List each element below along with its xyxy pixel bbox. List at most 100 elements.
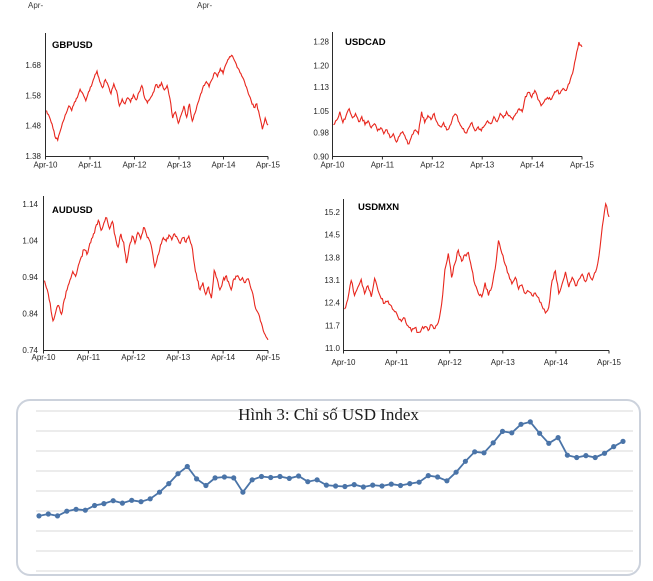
usd-index-marker: [45, 511, 51, 517]
y-tick-label: 13.1: [324, 276, 340, 285]
usd-index-marker: [527, 419, 533, 425]
usd-index-marker: [286, 475, 292, 481]
usd-index-chart-title: Hình 3: Chỉ số USD Index: [238, 405, 419, 424]
fx-chart-audusd: Apr-10 Apr-11 Apr-12 Apr-13 Apr-14 Apr-15 1.14…: [22, 196, 281, 362]
y-tick-label: 1.20: [313, 62, 329, 71]
usd-index-marker: [407, 481, 413, 487]
x-tick-label: Apr-10: [33, 161, 58, 170]
usd-index-marker: [166, 481, 172, 487]
usd-index-marker: [416, 479, 422, 485]
x-tick-label: Apr-11: [385, 358, 409, 367]
fx-chart-title: AUDUSD: [52, 205, 93, 216]
axis-lines: [332, 32, 582, 157]
usd-index-marker: [555, 435, 561, 441]
usd-index-marker: [481, 450, 487, 456]
usd-index-marker: [462, 458, 468, 464]
axis-lines: [343, 199, 609, 351]
usd-index-marker: [138, 499, 144, 505]
usd-index-marker: [592, 454, 598, 461]
usd-index-marker: [221, 474, 227, 480]
usd-index-marker: [499, 428, 506, 434]
usd-index-chart: [36, 410, 633, 572]
usd-index-marker: [370, 482, 376, 488]
usd-index-marker: [323, 482, 329, 488]
usd-index-marker: [546, 440, 552, 446]
y-tick-label: 1.14: [22, 200, 38, 209]
y-tick-label: 1.04: [22, 237, 38, 246]
usd-index-marker: [110, 498, 116, 504]
usd-index-marker: [472, 449, 478, 455]
x-tick-label: Apr-11: [77, 353, 101, 362]
usd-index-marker: [82, 507, 88, 513]
x-tick-label: Apr-10: [331, 358, 356, 367]
x-tick-label: Apr-10: [31, 353, 56, 362]
usd-index-marker: [92, 502, 98, 509]
usd-index-marker: [119, 500, 125, 506]
usd-index-marker: [351, 482, 357, 488]
usd-index-marker: [314, 477, 320, 483]
x-tick-label: Apr-11: [371, 161, 395, 170]
y-tick-label: 15.2: [324, 208, 340, 217]
x-tick-label: Apr-14: [211, 161, 236, 170]
x-tick-label: Apr-14: [211, 353, 236, 362]
usd-index-marker: [36, 513, 42, 519]
usd-index-marker: [601, 450, 608, 456]
cropped-axis-fragment: Apr-: [28, 1, 44, 10]
y-tick-label: 1.68: [25, 61, 41, 70]
fx-line-audusd: [43, 216, 269, 341]
usd-index-marker: [194, 476, 200, 482]
x-tick-label: Apr-13: [166, 353, 191, 362]
usd-index-marker: [54, 513, 61, 519]
x-tick-label: Apr-13: [470, 161, 495, 170]
x-tick-label: Apr-12: [121, 353, 146, 362]
usd-index-marker: [305, 479, 311, 485]
cropped-axis-fragment: Apr-: [197, 1, 213, 10]
y-tick-label: 13.8: [324, 253, 340, 262]
usd-index-marker: [156, 489, 163, 495]
y-tick-label: 11.0: [325, 344, 341, 353]
y-tick-label: 1.48: [25, 122, 41, 131]
usd-index-marker: [147, 496, 153, 502]
usd-index-marker: [564, 452, 571, 458]
usd-index-marker: [425, 473, 431, 479]
usd-index-marker: [249, 477, 255, 483]
y-tick-label: 0.98: [313, 128, 329, 137]
usd-index-marker: [73, 506, 79, 512]
usd-index-marker: [583, 453, 589, 459]
fx-chart-title: GBPUSD: [52, 40, 93, 51]
usd-index-marker: [101, 501, 107, 507]
y-tick-label: 1.05: [313, 107, 329, 116]
usd-index-marker: [240, 489, 246, 495]
fx-chart-usdcad: Apr-10 Apr-11 Apr-12 Apr-13 Apr-14 Apr-15 1.28…: [313, 32, 595, 170]
usd-index-marker: [258, 473, 265, 480]
x-tick-label: Apr-11: [78, 161, 102, 170]
x-tick-label: Apr-13: [491, 358, 516, 367]
usd-index-marker: [574, 454, 580, 461]
x-tick-label: Apr-12: [420, 161, 445, 170]
usd-index-marker: [453, 469, 459, 475]
usd-index-marker: [212, 475, 218, 481]
usd-index-marker: [509, 430, 515, 436]
usd-index-marker: [184, 463, 190, 470]
usd-index-marker: [64, 508, 70, 514]
usd-index-marker: [203, 482, 209, 489]
usd-index-marker: [333, 483, 339, 489]
y-tick-label: 0.90: [313, 153, 329, 162]
usd-index-marker: [620, 438, 626, 444]
usd-index-marker: [379, 483, 385, 489]
x-tick-label: Apr-10: [320, 161, 345, 170]
usd-index-marker: [296, 473, 302, 479]
fx-chart-gbpusd: Apr-10 Apr-11 Apr-12 Apr-13 Apr-14 Apr-15 1.68…: [25, 33, 281, 170]
fx-chart-title: USDCAD: [345, 37, 386, 48]
fx-line-usdmxn: [344, 201, 610, 334]
usd-index-line: [38, 420, 624, 517]
y-tick-label: 1.38: [25, 152, 41, 161]
y-tick-label: 0.74: [22, 346, 38, 355]
y-tick-label: 1.58: [25, 91, 41, 100]
axis-lines: [45, 33, 268, 157]
x-tick-label: Apr-14: [544, 358, 569, 367]
usd-index-marker: [175, 471, 181, 477]
fx-chart-title: USDMXN: [358, 202, 399, 213]
